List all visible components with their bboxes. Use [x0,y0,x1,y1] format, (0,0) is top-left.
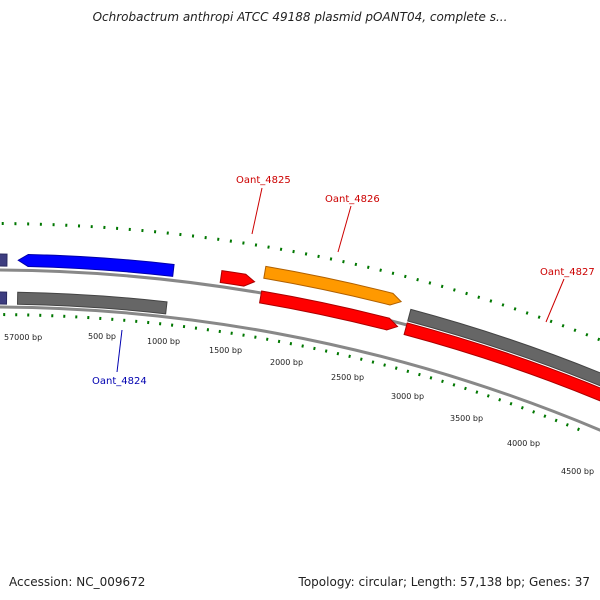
outer-scale-tick [549,319,553,324]
inner-scale-tick [371,360,375,364]
inner-scale-tick [265,337,269,341]
gene-oant-4826 [263,265,403,306]
gene-callout-line [337,205,352,253]
inner-scale-tick [418,372,421,377]
inner-scale-tick [277,339,281,344]
scale-label: 2000 bp [270,358,303,367]
inner-scale-tick [475,390,479,394]
inner-scale-tick [509,402,513,406]
summary-text: Topology: circular; Length: 57,138 bp; G… [298,575,590,589]
scale-labels: 57000 bp 500 bp 1000 bp 1500 bp 2000 bp 2500 … [4,332,594,476]
gene-shadow-gray-1 [407,308,600,387]
backbone-inner [0,305,600,432]
map-title: Ochrobactrum anthropi ATCC 49188 plasmid… [92,10,508,24]
gene-shadow-navy-2 [0,291,8,305]
inner-scale-tick [289,342,293,346]
outer-scale-tick [428,281,432,285]
outer-scale-tick [513,307,517,311]
gene-callout-label: Oant_4827 [540,267,595,278]
outer-scale-tick [391,271,395,275]
outer-scale-tick [292,249,295,254]
outer-scale-tick [440,284,444,289]
inner-scale-tick [383,363,386,367]
inner-scale-tick [394,366,398,370]
inner-scale-tick [464,386,467,391]
inner-scale-tick [452,383,456,387]
outer-scale-tick [416,277,419,282]
inner-scale-tick [313,346,316,351]
inner-scale-tick [254,335,257,339]
inner-scale-tick [532,410,536,414]
inner-scale-tick [301,344,304,348]
scale-label: 4000 bp [507,439,540,448]
scale-label: 3000 bp [391,392,424,401]
scale-label: 3500 bp [450,414,483,423]
outer-scale-tick [267,245,270,249]
gene-callout-label: Oant_4825 [236,175,291,186]
gene-oant-4824 [17,253,175,277]
gene-oant-4827 [403,322,600,402]
gene-callout-line [251,187,263,235]
inner-scale-tick [565,423,569,427]
scale-ticks [1,222,600,432]
outer-scale-tick [452,288,456,292]
gene-oant-4825 [219,270,256,287]
scale-label: 1500 bp [209,346,242,355]
scale-label: 500 bp [88,332,116,341]
outer-scale-tick [279,247,283,251]
inner-scale-tick [406,369,410,374]
outer-scale-tick [597,337,600,342]
outer-scale-tick [585,333,589,337]
inner-scale-tick [336,351,340,356]
outer-scale-tick [477,295,481,299]
outer-scale-tick [317,254,320,259]
outer-scale-tick [525,311,529,315]
outer-scale-tick [366,265,370,269]
gene-shadow-gray-2 [16,291,168,315]
scale-label: 4500 bp [561,467,594,476]
outer-scale-tick [379,268,382,272]
outer-scale-tick [561,324,565,328]
inner-scale-tick [576,427,580,432]
scale-label: 57000 bp [4,333,42,342]
gene-callout-line [116,329,123,373]
outer-scale-tick [489,299,493,303]
gene-tracks [0,253,600,432]
gene-callout-label: Oant_4824 [92,376,147,387]
inner-scale-tick [324,349,328,353]
inner-scale-tick [498,398,502,402]
scale-label: 1000 bp [147,337,180,346]
inner-scale-tick [486,394,490,398]
gene-callout-label: Oant_4826 [325,194,380,205]
gene-callouts: Oant_4824 Oant_4825 Oant_4826 Oant_4827 [92,175,595,387]
outer-scale-tick [465,291,468,296]
outer-scale-tick [537,315,541,319]
inner-scale-tick [520,406,524,410]
scale-label: 2500 bp [331,373,364,382]
gene-forward-red-1 [259,290,399,331]
outer-scale-tick [573,328,577,332]
outer-scale-tick [403,274,407,279]
gene-shadow-navy [0,253,8,267]
inner-scale-tick [429,376,433,380]
outer-scale-tick [354,262,358,267]
outer-scale-tick [304,252,308,256]
inner-scale-tick [348,354,351,359]
gene-callout-line [545,278,565,323]
inner-scale-tick [554,418,558,423]
inner-scale-tick [441,379,444,384]
outer-scale-tick [501,303,505,307]
inner-scale-tick [543,414,547,418]
outer-scale-tick [329,257,333,261]
outer-scale-tick [342,259,345,264]
accession-text: Accession: NC_009672 [9,575,146,589]
inner-scale-tick [359,357,363,361]
